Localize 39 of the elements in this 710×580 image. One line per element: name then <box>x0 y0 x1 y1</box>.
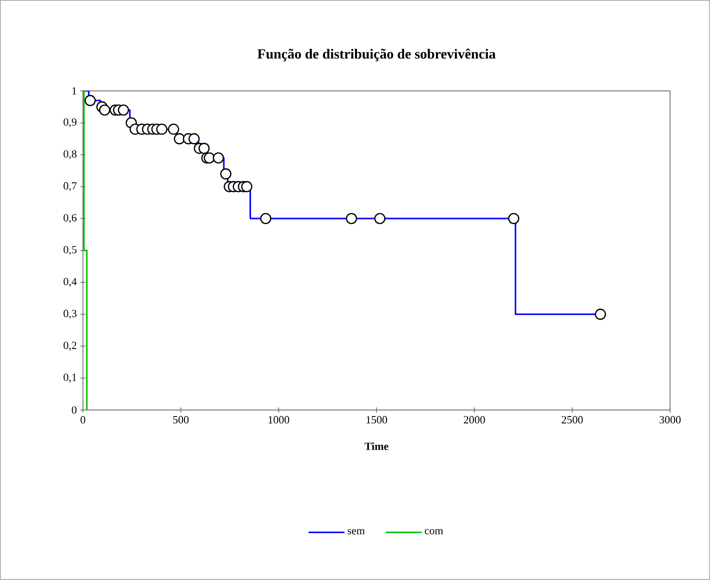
point <box>260 212 272 224</box>
x-tick-label: 500 <box>173 416 189 424</box>
x-tick-label: 3000 <box>660 416 681 424</box>
y-tick-label: 0,2 <box>64 342 76 351</box>
y-tick-label: 0,3 <box>64 310 76 319</box>
legend-label: sem <box>348 529 365 534</box>
y-tick-label: 0,1 <box>64 374 76 383</box>
x-axis-title: Time <box>364 442 388 450</box>
x-tick-label: 2500 <box>562 416 583 424</box>
point <box>594 308 606 320</box>
x-tick-label: 2000 <box>464 416 485 424</box>
point <box>204 152 215 164</box>
chart-title: Função de distribuição de sobrevivência <box>258 48 496 62</box>
y-tick-label: 0,8 <box>64 150 76 160</box>
point <box>374 212 386 224</box>
x-tick-label: 0 <box>80 416 86 424</box>
x-tick-label: 1500 <box>366 416 388 424</box>
y-tick-label: 1 <box>72 87 76 95</box>
y-tick-label: 0,9 <box>64 118 76 128</box>
y-tick-label: 0,6 <box>64 214 77 224</box>
y-tick-label: 0,7 <box>64 182 77 192</box>
point <box>168 124 180 135</box>
point <box>346 212 358 224</box>
point <box>241 181 252 192</box>
point <box>84 94 96 106</box>
point <box>198 142 210 154</box>
point <box>99 104 110 116</box>
point <box>220 168 232 180</box>
point <box>212 152 224 164</box>
legend-label: com <box>424 529 444 534</box>
y-tick-label: 0,5 <box>64 246 76 255</box>
point <box>174 133 186 144</box>
point <box>508 212 520 224</box>
point <box>118 104 130 116</box>
x-tick-label: 1000 <box>268 416 290 424</box>
point <box>188 133 200 144</box>
point <box>156 124 168 135</box>
y-tick-label: 0 <box>72 406 76 414</box>
y-tick-label: 0,4 <box>64 278 77 287</box>
